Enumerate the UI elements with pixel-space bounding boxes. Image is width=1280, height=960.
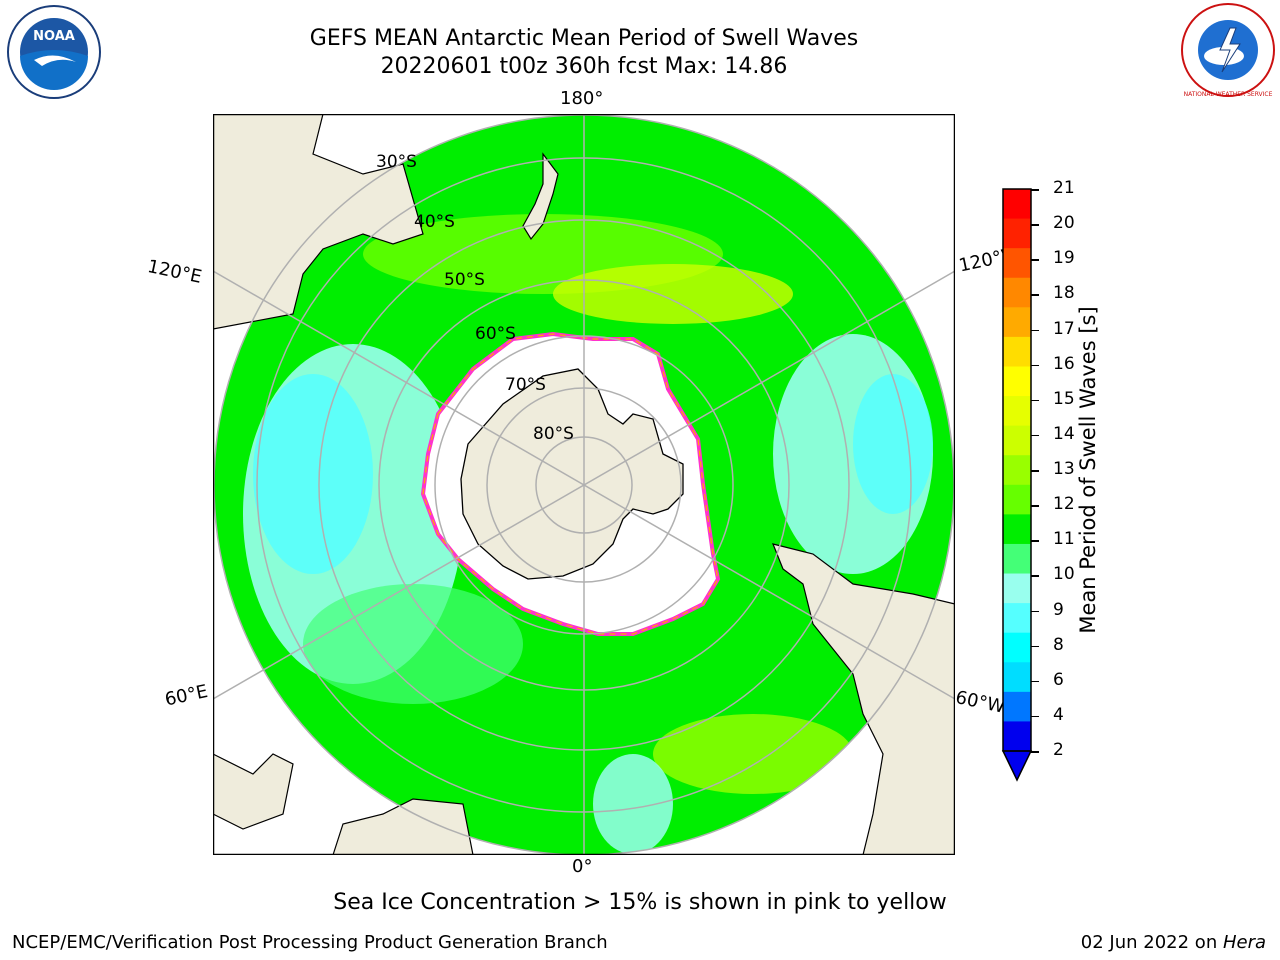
colorbar-band [1003, 366, 1031, 397]
lon-label-lower-right: 60°W [953, 687, 1007, 718]
map-border [213, 114, 955, 855]
colorbar-tick-mark [1031, 470, 1039, 472]
chart-subtitle: 20220601 t00z 360h fcst Max: 14.86 [380, 54, 788, 79]
colorbar-band [1003, 721, 1031, 752]
polar-map [213, 114, 955, 855]
lon-label-top: 180° [560, 88, 604, 109]
colorbar-tick-label: 2 [1053, 740, 1064, 760]
lat-label-60s: 60°S [475, 324, 516, 344]
colorbar-band [1003, 573, 1031, 604]
colorbar-tick-mark [1031, 189, 1039, 191]
colorbar-tick-mark [1031, 575, 1039, 577]
colorbar-tick-label: 18 [1053, 283, 1075, 304]
colorbar-band [1003, 425, 1031, 456]
colorbar-tick-label: 21 [1053, 178, 1075, 198]
colorbar-band [1003, 514, 1031, 545]
colorbar-band [1003, 632, 1031, 663]
lat-label-80s: 80°S [533, 424, 574, 444]
colorbar-band [1003, 307, 1031, 338]
colorbar-tick-mark [1031, 610, 1039, 612]
sea-ice-inner-edge [422, 333, 719, 635]
colorbar-band [1003, 662, 1031, 693]
colorbar-tick-mark [1031, 434, 1039, 437]
colorbar-band [1003, 189, 1031, 220]
lon-label-lower-left: 60°E [163, 681, 210, 711]
colorbar-tick-mark [1031, 259, 1039, 261]
colorbar-tick-label: 17 [1053, 318, 1075, 339]
noaa-logo: NOAA [7, 5, 101, 99]
colorbar-band [1003, 484, 1031, 515]
colorbar-tick-label: 6 [1053, 669, 1064, 690]
colorbar-tick-label: 11 [1053, 529, 1075, 550]
new-zealand [522, 152, 559, 241]
lat-label-30s: 30°S [376, 152, 417, 172]
colorbar-tick-mark [1031, 294, 1039, 296]
colorbar-tick-mark [1031, 645, 1039, 648]
lat-label-70s: 70°S [505, 375, 546, 395]
colorbar-tick-mark [1031, 715, 1039, 718]
footer-host: Hera [1222, 932, 1266, 953]
footer-credit: NCEP/EMC/Verification Post Processing Pr… [12, 932, 608, 953]
colorbar-tick-label: 20 [1053, 213, 1075, 234]
colorbar-band [1003, 603, 1031, 634]
colorbar-tick-label: 13 [1053, 459, 1075, 479]
colorbar-tick-label: 19 [1053, 248, 1075, 269]
lon-label-upper-left: 120°E [145, 256, 204, 288]
colorbar-tick-mark [1031, 329, 1039, 331]
colorbar-tick-mark [1031, 540, 1039, 542]
footer-date: 02 Jun 2022 on Hera [1081, 932, 1266, 953]
colorbar-tick-label: 8 [1053, 634, 1064, 655]
nws-logo: NATIONAL WEATHER SERVICE [1181, 3, 1275, 98]
colorbar-tick-label: 15 [1053, 388, 1075, 409]
colorbar-band [1003, 336, 1031, 367]
chart-title: GEFS MEAN Antarctic Mean Period of Swell… [309, 26, 859, 51]
colorbar-band [1003, 248, 1031, 279]
colorbar-band [1003, 396, 1031, 427]
colorbar-tick-mark [1031, 680, 1039, 683]
colorbar-tick-label: 12 [1053, 494, 1075, 515]
footer-date-text: 02 Jun 2022 on [1080, 932, 1223, 953]
colorbar-tick-mark [1031, 399, 1039, 402]
colorbar-tick-label: 14 [1053, 423, 1075, 444]
colorbar [1001, 188, 1033, 782]
caption: Sea Ice Concentration > 15% is shown in … [333, 890, 947, 915]
lat-label-40s: 40°S [414, 212, 455, 232]
colorbar-band [1003, 691, 1031, 722]
svg-text:NATIONAL WEATHER SERVICE: NATIONAL WEATHER SERVICE [1184, 91, 1273, 98]
colorbar-extend-arrow [1001, 750, 1033, 782]
colorbar-band [1003, 543, 1031, 575]
lat-label-50s: 50°S [444, 270, 485, 290]
lon-label-bottom: 0° [572, 856, 593, 877]
colorbar-tick-mark [1031, 364, 1039, 367]
colorbar-label: Mean Period of Swell Waves [s] [1076, 306, 1100, 634]
colorbar-tick-label: 16 [1053, 353, 1075, 374]
colorbar-tick-mark [1031, 751, 1039, 753]
colorbar-tick-mark [1031, 224, 1039, 226]
colorbar-band [1003, 218, 1031, 249]
colorbar-tick-label: 9 [1053, 599, 1064, 620]
colorbar-tick-mark [1031, 505, 1039, 507]
colorbar-band [1003, 277, 1031, 308]
svg-text:NOAA: NOAA [33, 29, 75, 44]
colorbar-band [1003, 455, 1031, 486]
colorbar-tick-label: 4 [1053, 704, 1064, 725]
colorbar-tick-label: 10 [1053, 564, 1075, 585]
